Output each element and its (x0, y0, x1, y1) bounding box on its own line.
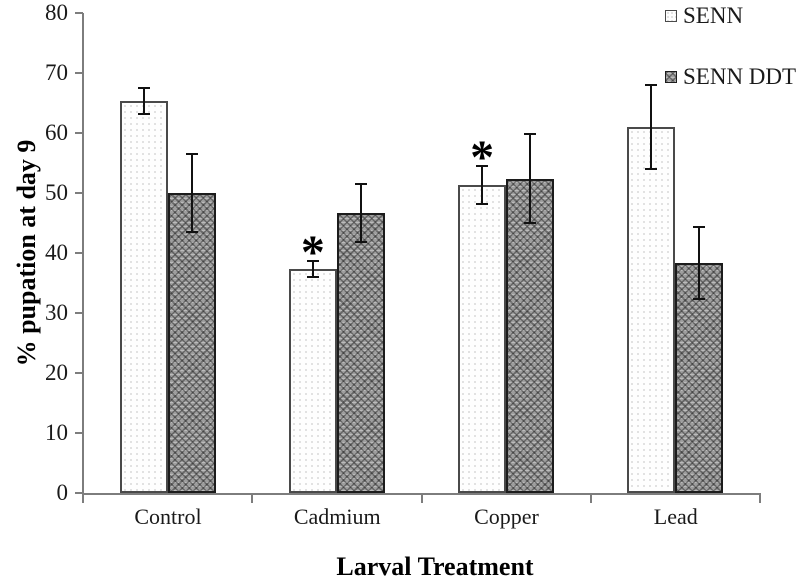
y-axis-title: % pupation at day 9 (12, 139, 41, 367)
bar-senn-ddt-cadmium (336, 213, 385, 493)
y-tick (75, 132, 83, 134)
errorbar-senn-lead (645, 83, 658, 171)
bar-senn-cadmium (288, 269, 337, 493)
y-tick-label: 50 (45, 180, 68, 205)
y-tick-label: 80 (45, 0, 68, 25)
bar-senn-ddt-lead (675, 263, 724, 493)
y-tick (75, 192, 83, 194)
y-tick (75, 72, 83, 74)
x-tick-label-cadmium: Cadmium (293, 504, 381, 529)
significance-asterisk-copper: * (470, 131, 495, 185)
significance-asterisk-cadmium: * (300, 226, 325, 280)
errorbar-senn-ddt-copper (524, 133, 537, 225)
legend-label-senn: SENN (683, 3, 744, 28)
errorbar-senn-copper (476, 165, 489, 205)
x-tick (82, 495, 84, 503)
y-tick (75, 12, 83, 14)
errorbar-senn-ddt-control (185, 152, 198, 234)
y-tick (75, 372, 83, 374)
x-axis-line (82, 493, 761, 495)
y-tick (75, 492, 83, 494)
y-tick (75, 432, 83, 434)
bar-senn-ddt-copper (506, 178, 555, 493)
legend-marker-senn-icon (665, 10, 677, 22)
errorbar-senn-control (137, 87, 150, 115)
y-tick-label: 60 (45, 120, 68, 145)
y-tick (75, 312, 83, 314)
errorbar-senn-ddt-lead (693, 226, 706, 301)
x-tick (251, 495, 254, 503)
x-tick (589, 495, 592, 503)
y-tick (75, 252, 83, 254)
x-tick (759, 495, 761, 503)
x-tick (420, 495, 423, 503)
y-tick-label: 20 (45, 360, 68, 385)
legend-marker-senn-ddt-icon (665, 71, 677, 83)
y-tick-label: 10 (45, 420, 68, 445)
bar-senn-ddt-control (167, 193, 216, 493)
y-tick-label: 30 (45, 300, 68, 325)
x-tick-label-copper: Copper (474, 504, 539, 529)
y-tick-label: 0 (56, 480, 69, 505)
y-tick-label: 40 (45, 240, 68, 265)
x-tick-label-control: Control (134, 504, 202, 529)
legend-item-senn-ddt: SENN DDT (665, 64, 796, 90)
legend-item-senn: SENN (665, 3, 743, 29)
errorbar-senn-ddt-cadmium (354, 183, 367, 244)
legend-label-senn-ddt: SENN DDT (683, 64, 797, 89)
y-tick-label: 70 (45, 60, 68, 85)
errorbar-senn-cadmium (306, 260, 319, 279)
bar-senn-copper (458, 185, 507, 493)
bar-senn-lead (627, 127, 676, 493)
x-axis-title: Larval Treatment (336, 552, 534, 581)
y-axis-line (82, 13, 84, 495)
bar-senn-control (119, 101, 168, 493)
x-tick-label-lead: Lead (653, 504, 698, 529)
